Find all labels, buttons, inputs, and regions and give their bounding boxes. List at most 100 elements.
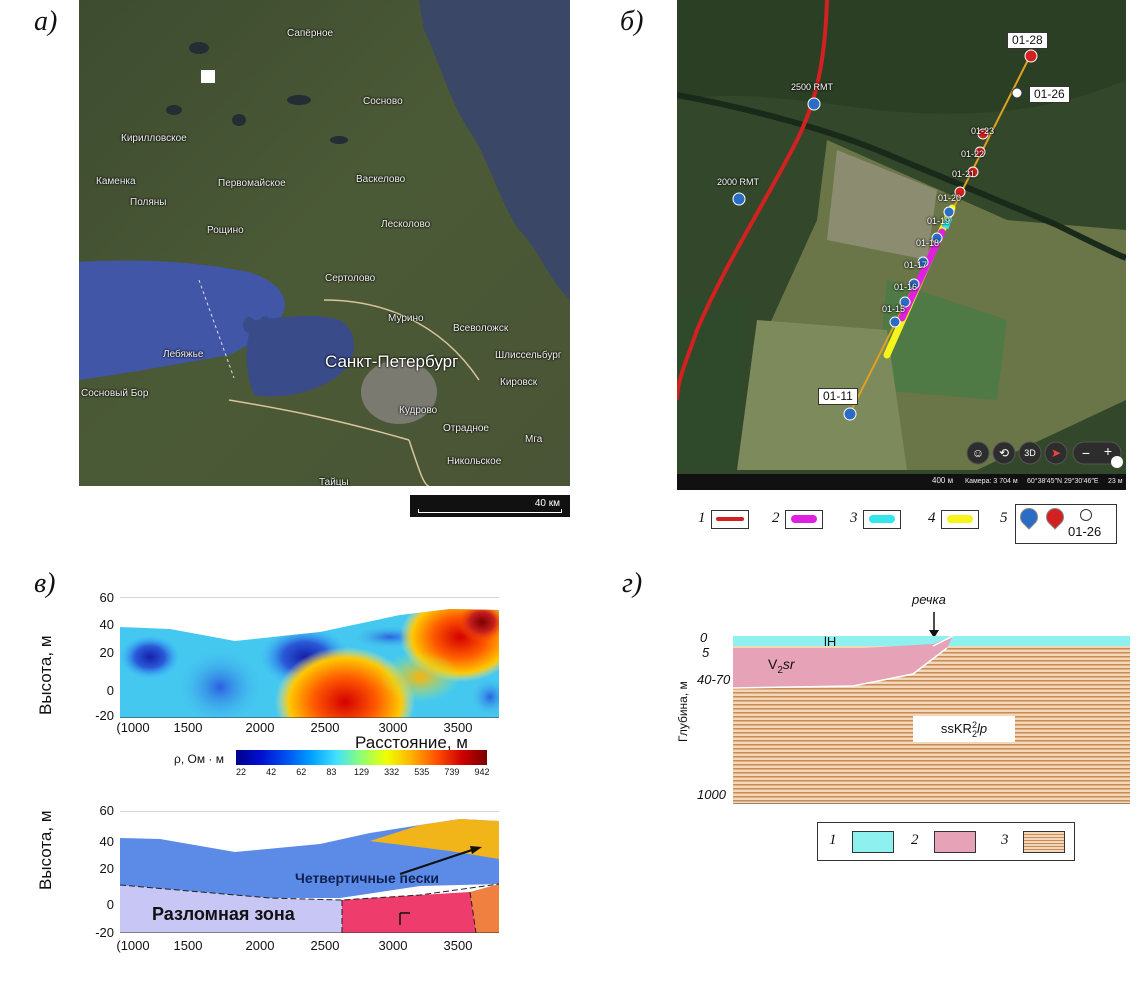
place-saint-petersburg: Санкт-Петербург [325, 352, 459, 371]
label-rmt-2500: 2500 RMT [791, 82, 834, 92]
top-xtick-3500: 3500 [443, 720, 473, 735]
place-vaskelovo: Васкелово [356, 174, 406, 185]
place-mga: Мга [525, 434, 543, 445]
river-arrow-svg [929, 612, 939, 638]
place-nikolskoe: Никольское [447, 456, 502, 467]
label-point-01-11: 01-11 [818, 388, 858, 405]
satellite-map-profile[interactable]: 01-28 01-26 01-11 2500 RMT 2000 RMT 01-2… [677, 0, 1126, 490]
top-xtick-1000: (1000 [116, 720, 150, 735]
legend-b-label-01-26: 01-26 [1068, 524, 1102, 539]
colorbar-tick-535: 535 [414, 767, 430, 777]
colorbar-tick-129: 129 [353, 767, 370, 777]
scale-bar-line [418, 509, 562, 513]
legend-b-num-2: 2 [772, 510, 780, 526]
label-point-01-16: 01-16 [894, 282, 918, 292]
legend-b-num-3: 3 [850, 510, 858, 526]
place-leskolovo: Лесколово [381, 219, 431, 230]
unit-sskr-label-box: ssKR 2 2 lp [913, 716, 1015, 742]
scale-bar: 40 км [410, 495, 570, 517]
resistivity-section [120, 596, 499, 719]
label-point-01-17: 01-17 [904, 260, 928, 270]
panel-v-letter: в) [34, 568, 56, 599]
satellite-profile-image [677, 0, 1126, 490]
bottom-ytick-60: 60 [99, 803, 114, 818]
map-control-rotate-icon[interactable]: ⟲ [998, 446, 1010, 460]
unit-v2sr-label: V2sr [768, 656, 795, 676]
status-camera: Камера: 3 704 м [965, 478, 1018, 485]
legend-b-num-5: 5 [1000, 510, 1008, 526]
label-point-01-23: 01-23 [971, 126, 995, 136]
satellite-map-image [79, 0, 570, 486]
top-ytick-0: 0 [106, 683, 114, 698]
river-label: речка [912, 592, 946, 607]
place-shlisselburg: Шлиссельбург [495, 350, 562, 361]
river-arrow-icon [929, 612, 939, 638]
top-ytick-minus20: -20 [95, 708, 114, 723]
colorbar-ticks: 22 42 62 83 129 332 535 739 942 [236, 767, 490, 779]
label-point-01-22: 01-22 [961, 149, 985, 159]
scale-bar-label: 40 км [534, 498, 560, 509]
status-altitude: 23 м [1108, 478, 1123, 485]
colorbar [236, 750, 487, 765]
legend-b-white-circle-icon [1080, 509, 1092, 521]
legend-g-swatch-1 [852, 831, 894, 853]
label-point-01-21: 01-21 [952, 169, 976, 179]
legend-g-num-3: 3 [1001, 832, 1009, 848]
legend-b-red-line [716, 517, 744, 521]
geology-depth-section: lH V2sr ssKR 2 2 lp [732, 634, 1130, 805]
x-axis-title: Расстояние, м [355, 733, 468, 752]
label-quaternary-sands: Четвертичные пески [295, 870, 440, 886]
zoom-out-button[interactable]: − [1081, 445, 1091, 461]
colorbar-tick-62: 62 [296, 767, 307, 777]
place-sosnovy-bor: Сосновый Бор [81, 388, 149, 399]
place-sosnovo: Сосново [363, 96, 403, 107]
unit-sskr-pre: ssKR [940, 721, 972, 736]
depth-axis-title: Глубина, м [676, 681, 690, 742]
map-control-3d-button[interactable]: 3D [1024, 448, 1036, 458]
top-xtick-2000: 2000 [245, 720, 275, 735]
bottom-xtick-1500: 1500 [173, 938, 203, 953]
bottom-xtick-3000: 3000 [378, 938, 408, 953]
map-control-compass-icon[interactable]: ➤ [1050, 446, 1062, 460]
legend-b-num-4: 4 [928, 510, 936, 526]
bottom-ytick-40: 40 [99, 834, 114, 849]
legend-b-cyan-bar [869, 515, 895, 523]
legend-g-swatch-2 [934, 831, 976, 853]
status-scale: 400 м [932, 476, 954, 485]
top-ytick-60: 60 [99, 590, 114, 605]
legend-b-swatch-3 [863, 510, 901, 529]
colorbar-tick-739: 739 [444, 767, 460, 777]
place-murino: Мурино [388, 313, 424, 324]
legend-g-num-2: 2 [911, 832, 919, 848]
place-vsevolozhsk: Всеволожск [453, 323, 509, 334]
status-coordinates: 60°38′45″N 29°30′46″E [1027, 478, 1099, 485]
geological-section-svg [119, 810, 500, 934]
unit-lh-label: lH [824, 634, 837, 649]
legend-b-swatch-5: 01-26 [1015, 504, 1117, 544]
label-rmt-2000: 2000 RMT [717, 177, 760, 187]
place-pervomayskoe: Первомайское [218, 178, 286, 189]
bottom-xtick-2500: 2500 [310, 938, 340, 953]
unit-sskr-sup: 2 [971, 719, 977, 730]
bottom-y-axis-title: Высота, м [36, 810, 55, 890]
place-polyany: Поляны [130, 197, 167, 208]
top-xtick-2500: 2500 [310, 720, 340, 735]
legend-b-swatch-2 [785, 510, 823, 529]
label-point-01-26: 01-26 [1029, 86, 1070, 103]
label-point-01-28: 01-28 [1007, 32, 1048, 49]
place-saperno: Сапёрное [287, 28, 334, 39]
bottom-ytick-20: 20 [99, 861, 114, 876]
satellite-map-leningrad-region[interactable]: Сапёрное Кирилловское Сосново Каменка Пе… [79, 0, 570, 486]
unit-v2sr-sub: 2 [777, 664, 783, 676]
map-control-pedestrian-icon[interactable]: ☺ [971, 446, 985, 460]
colorbar-tick-83: 83 [326, 767, 337, 777]
legend-b-magenta-bar [791, 515, 817, 523]
legend-g-box: 1 2 3 [817, 822, 1075, 861]
zoom-in-button[interactable]: + [1103, 443, 1113, 459]
bottom-ytick-minus20: -20 [95, 925, 114, 940]
depth-tick-0: 0 [700, 630, 708, 645]
top-ytick-40: 40 [99, 617, 114, 632]
colorbar-label: ρ, Ом · м [174, 752, 224, 766]
unit-sskr-sub: 2 [971, 728, 977, 739]
top-xtick-3000: 3000 [378, 720, 408, 735]
